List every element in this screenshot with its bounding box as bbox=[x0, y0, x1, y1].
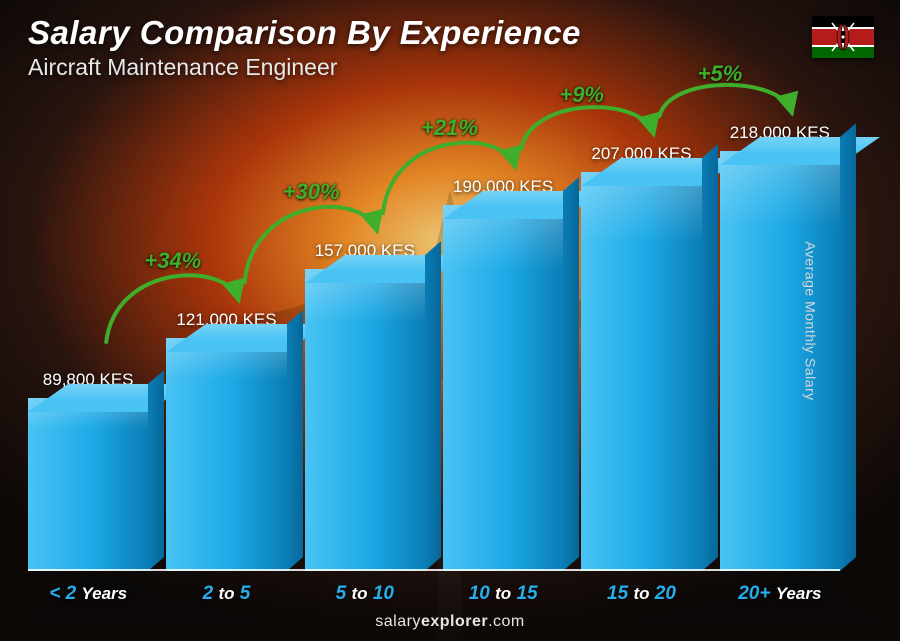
bar-side-face bbox=[702, 144, 718, 571]
kenya-flag-icon bbox=[812, 16, 874, 58]
x-axis-category-label: 5 to 10 bbox=[336, 583, 394, 605]
bar-shape bbox=[443, 205, 563, 571]
x-axis-category-label: 20+ Years bbox=[738, 583, 821, 605]
chart-subtitle: Aircraft Maintenance Engineer bbox=[28, 54, 872, 81]
bar-shape bbox=[581, 172, 701, 571]
bar-4: 207,000 KES15 to 20 bbox=[581, 144, 701, 571]
bar-side-face bbox=[563, 177, 579, 571]
footer-prefix: salary bbox=[375, 613, 421, 630]
bar-front bbox=[166, 338, 286, 571]
bar-side-face bbox=[840, 123, 856, 571]
bar-3: 190,000 KES10 to 15 bbox=[443, 177, 563, 571]
header: Salary Comparison By Experience Aircraft… bbox=[28, 14, 872, 81]
bar-shape bbox=[166, 338, 286, 571]
x-axis-category-label: < 2 Years bbox=[49, 583, 127, 605]
bar-front bbox=[28, 398, 148, 571]
bar-shape bbox=[28, 398, 148, 571]
x-axis-baseline bbox=[28, 569, 840, 571]
bar-1: 121,000 KES2 to 5 bbox=[166, 310, 286, 571]
y-axis-label: Average Monthly Salary bbox=[802, 241, 818, 400]
bar-5: 218,000 KES20+ Years bbox=[720, 123, 840, 571]
bar-shape bbox=[720, 151, 840, 571]
footer-bold: explorer bbox=[421, 613, 488, 630]
x-axis-category-label: 15 to 20 bbox=[607, 583, 676, 605]
bar-front bbox=[305, 269, 425, 571]
bar-front bbox=[581, 172, 701, 571]
chart-title: Salary Comparison By Experience bbox=[28, 14, 872, 52]
bar-front bbox=[443, 205, 563, 571]
x-axis-category-label: 10 to 15 bbox=[469, 583, 538, 605]
bar-side-face bbox=[287, 310, 303, 571]
x-axis-category-label: 2 to 5 bbox=[203, 583, 251, 605]
infographic-canvas: Salary Comparison By Experience Aircraft… bbox=[0, 0, 900, 641]
bar-chart: 89,800 KES< 2 Years121,000 KES2 to 5157,… bbox=[28, 100, 840, 571]
bar-front bbox=[720, 151, 840, 571]
bar-shape bbox=[305, 269, 425, 571]
bars-container: 89,800 KES< 2 Years121,000 KES2 to 5157,… bbox=[28, 100, 840, 571]
bar-side-face bbox=[148, 370, 164, 571]
bar-2: 157,000 KES5 to 10 bbox=[305, 241, 425, 571]
footer-suffix: .com bbox=[488, 613, 525, 630]
bar-side-face bbox=[425, 241, 441, 571]
bar-0: 89,800 KES< 2 Years bbox=[28, 370, 148, 571]
footer-attribution: salaryexplorer.com bbox=[0, 613, 900, 631]
